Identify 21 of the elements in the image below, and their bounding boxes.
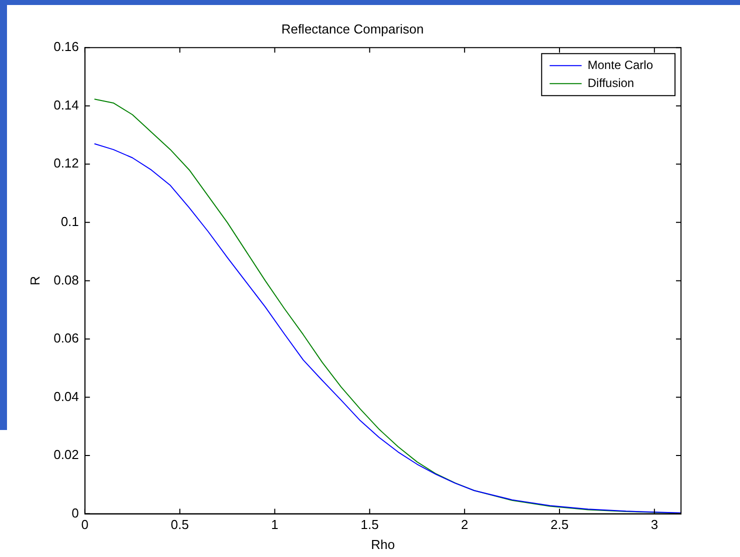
x-tick-label: 3	[650, 517, 658, 532]
y-tick-label: 0.02	[54, 447, 79, 462]
y-axis-title: R	[27, 276, 42, 286]
chart-title: Reflectance Comparison	[281, 21, 424, 36]
y-tick-label: 0.14	[54, 97, 79, 112]
x-tick-label: 1	[271, 517, 278, 532]
x-tick-label: 0	[81, 517, 89, 532]
y-tick-label: 0.12	[54, 156, 79, 171]
legend-label: Diffusion	[588, 76, 634, 90]
y-tick-label: 0.1	[60, 214, 79, 230]
y-tick-label: 0	[72, 505, 79, 520]
y-tick-label: 0.16	[54, 39, 79, 54]
y-tick-label: 0.06	[54, 330, 79, 346]
x-tick-label: 0.5	[170, 517, 189, 532]
y-tick-label: 0.08	[54, 272, 79, 288]
legend-label: Monte Carlo	[588, 58, 654, 72]
y-tick-label: 0.04	[54, 388, 79, 404]
x-tick-label: 2.5	[550, 517, 569, 532]
x-tick-label: 2	[460, 517, 468, 532]
x-tick-label: 1.5	[360, 517, 379, 532]
x-axis-title: Rho	[371, 536, 395, 552]
